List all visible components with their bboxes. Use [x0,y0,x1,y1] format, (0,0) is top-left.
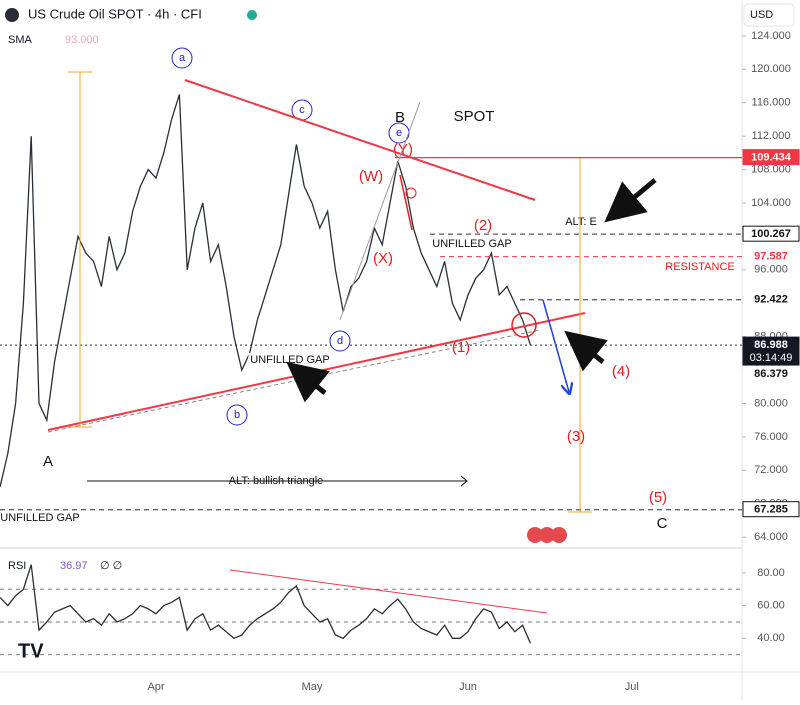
price-label: 109.434 [751,152,792,164]
wave-line [399,174,413,231]
y-tick-label: 80.00 [757,567,785,579]
currency[interactable]: USD [750,9,773,21]
price-label-box [742,336,800,366]
annotation: (1) [452,339,470,356]
logo: TV [18,640,44,662]
price-label-box [742,225,800,242]
y-tick-label: 76.000 [754,431,788,443]
plot-layer: 64.00068.00072.00076.00080.00084.00088.0… [0,30,800,693]
annotation: (W) [359,168,383,185]
wave-circle [226,404,248,426]
highlight-circle [511,312,537,338]
y-tick-label: 120.000 [751,63,791,75]
price-label-box [742,291,800,308]
annotation: a [179,52,186,64]
price-label-box [742,365,800,382]
price-label: 97.587 [754,250,788,262]
status-dot [247,10,257,20]
price-line [0,564,531,644]
label-bg [430,237,514,251]
annotation: (2) [474,217,492,234]
label-bg [563,215,599,229]
price-line [0,94,532,488]
drawings: TV [18,71,657,662]
arrowhead [460,475,468,487]
y-tick-label: 96.000 [754,264,788,276]
x-tick-label: May [302,681,323,693]
rsi-value: 36.97 [60,560,88,572]
label-bg [0,511,82,525]
annotation: (5) [649,489,667,506]
price-label: 100.267 [751,228,791,240]
annotation: C [657,515,668,532]
indicator-value: 93.000 [65,34,99,46]
x-tick-label: Jul [625,681,639,693]
rsi-extra: ∅ ∅ [100,560,122,572]
annotation: UNFILLED GAP [250,354,329,366]
price-label-box [742,501,800,518]
annotation: B [395,109,405,126]
rsi-trendline [229,569,548,614]
y-tick-label: 80.000 [754,397,788,409]
y-tick-label: 124.000 [751,30,791,42]
annotation: d [337,335,343,347]
annotation: (4) [612,363,630,380]
annotation: (X) [373,250,393,267]
x-tick-label: Apr [147,681,164,693]
wave-circle [329,330,351,352]
price-label-box [742,248,800,265]
arrow [564,330,608,372]
annotation: RESISTANCE [665,261,734,273]
y-tick-label: 108.000 [751,163,791,175]
channel-line [339,101,421,321]
indicator-name: SMA [8,34,33,46]
annotation: UNFILLED GAP [0,512,79,524]
price-label: 86.988 [754,339,788,351]
symbol-title: US Crude Oil SPOT · 4h · CFI [28,6,202,21]
annotation: c [299,104,305,116]
highlight-circle [405,187,417,199]
annotation: SPOT [454,108,495,125]
arrow [542,299,569,392]
x-tick-label: Jun [459,681,477,693]
annotation: A [43,453,53,470]
price-label: 86.379 [754,368,788,380]
event-icons [527,527,567,543]
annotation: e [396,127,402,139]
wave-circle [171,47,193,69]
y-tick-label: 72.000 [754,464,788,476]
y-tick-label: 60.00 [757,599,785,611]
y-tick-label: 116.000 [752,97,791,109]
symbol-icon [5,8,19,22]
arrow [286,361,330,403]
currency-button[interactable] [743,3,795,27]
y-tick-label: 64.000 [754,531,788,543]
annotation: UNFILLED GAP [432,238,511,250]
price-label-box [742,149,800,166]
arrow [604,178,657,223]
price-label: 67.285 [754,504,788,516]
annotation: (3) [567,428,585,445]
y-tick-label: 112.000 [752,130,791,142]
label-bg [663,260,737,274]
y-tick-label: 40.00 [757,632,785,644]
rsi-title: RSI [8,560,26,572]
price-label: 92.422 [754,294,788,306]
annotation: b [234,409,240,421]
trendline [184,79,536,201]
y-tick-label: 104.000 [751,197,791,209]
countdown: 03:14:49 [750,352,793,364]
annotation: ALT: E [565,216,597,228]
